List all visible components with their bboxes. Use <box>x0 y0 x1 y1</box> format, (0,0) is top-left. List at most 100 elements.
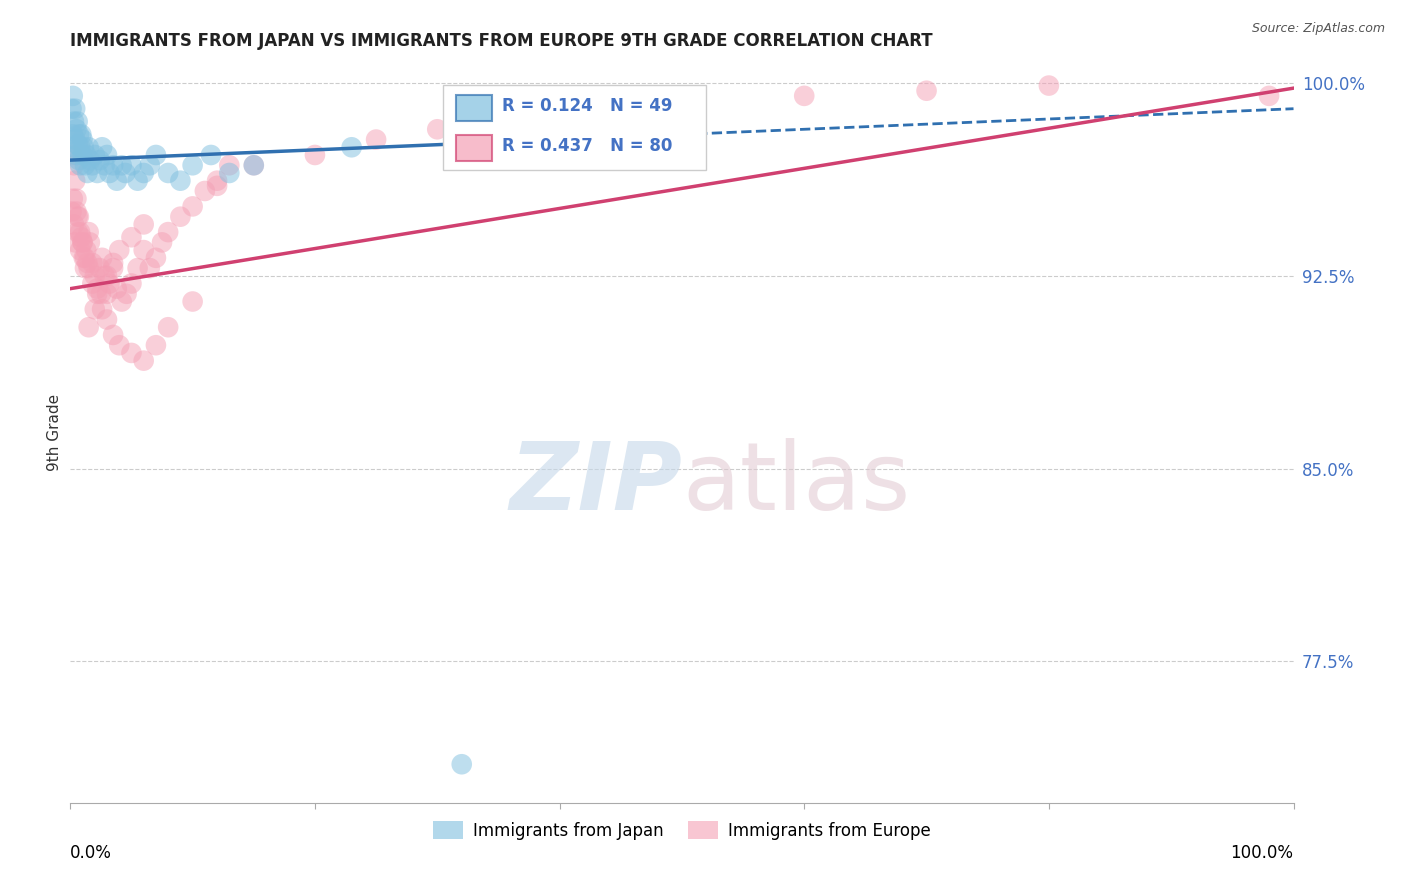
Point <box>96 148 118 162</box>
Point <box>73 140 96 154</box>
Point <box>111 294 134 309</box>
Point <box>86 166 108 180</box>
Point <box>65 122 87 136</box>
Point <box>205 174 228 188</box>
Point <box>70 230 93 244</box>
Point <box>243 158 266 172</box>
Point <box>101 158 124 172</box>
Point <box>89 261 111 276</box>
Point <box>169 210 191 224</box>
Text: Source: ZipAtlas.com: Source: ZipAtlas.com <box>1251 22 1385 36</box>
Point <box>450 757 472 772</box>
Point <box>72 235 94 250</box>
Point <box>63 235 86 250</box>
Point <box>77 320 100 334</box>
Y-axis label: 9th Grade: 9th Grade <box>46 394 62 471</box>
Point <box>145 251 167 265</box>
Point <box>157 320 180 334</box>
Point <box>72 132 94 146</box>
Point <box>157 225 180 239</box>
Point <box>91 140 114 154</box>
Point <box>218 158 240 172</box>
Point <box>89 153 111 168</box>
Point <box>121 158 143 172</box>
Point <box>115 286 138 301</box>
Point <box>63 158 86 172</box>
Point <box>101 327 124 342</box>
Point <box>76 256 98 270</box>
Point <box>150 235 173 250</box>
Point <box>218 166 240 180</box>
Point <box>62 128 84 142</box>
Point <box>98 277 121 291</box>
Point <box>93 268 115 283</box>
Point <box>91 302 114 317</box>
Point <box>488 112 510 126</box>
Point <box>66 210 89 224</box>
Point <box>340 140 363 154</box>
Text: 100.0%: 100.0% <box>1230 844 1294 862</box>
Point <box>63 174 86 188</box>
Bar <box>456 95 492 121</box>
Text: atlas: atlas <box>682 439 910 531</box>
Point <box>93 158 115 172</box>
Point <box>75 243 97 257</box>
Point <box>65 204 87 219</box>
Point <box>67 128 90 142</box>
Point <box>181 158 204 172</box>
Point <box>548 107 571 121</box>
Point <box>83 268 105 283</box>
Point <box>65 148 87 162</box>
Point <box>79 235 101 250</box>
Point <box>114 166 136 180</box>
Point <box>62 88 84 103</box>
Point <box>70 128 93 142</box>
Point <box>79 153 101 168</box>
Point <box>69 158 91 172</box>
Point <box>105 282 128 296</box>
Point <box>121 230 143 244</box>
Point <box>73 261 96 276</box>
Point <box>96 286 118 301</box>
Point <box>73 251 96 265</box>
Legend: Immigrants from Japan, Immigrants from Europe: Immigrants from Japan, Immigrants from E… <box>426 814 938 847</box>
Point <box>86 282 108 296</box>
Point <box>69 140 91 154</box>
Text: R = 0.437   N = 80: R = 0.437 N = 80 <box>502 137 672 155</box>
Point <box>69 225 91 239</box>
Point <box>77 140 100 154</box>
Point <box>139 158 162 172</box>
Bar <box>456 135 492 161</box>
Point <box>793 88 815 103</box>
Point <box>105 174 128 188</box>
Point <box>66 137 89 152</box>
Point <box>73 251 96 265</box>
Point <box>66 114 89 128</box>
Point <box>121 277 143 291</box>
Point <box>73 158 96 172</box>
Point <box>63 140 86 154</box>
Point <box>243 158 266 172</box>
Text: ZIP: ZIP <box>509 439 682 531</box>
Point <box>205 178 228 193</box>
Point <box>82 158 104 172</box>
Point <box>62 192 84 206</box>
Point <box>108 243 131 257</box>
Point <box>62 148 84 162</box>
Point <box>101 261 124 276</box>
Point <box>67 153 90 168</box>
Point <box>304 148 326 162</box>
Point <box>72 148 94 162</box>
Point <box>86 286 108 301</box>
Point <box>83 302 105 317</box>
Point <box>915 84 938 98</box>
Point <box>157 166 180 180</box>
Point <box>145 148 167 162</box>
Point <box>132 243 155 257</box>
Point <box>132 166 155 180</box>
Point <box>1038 78 1060 93</box>
Point <box>60 204 83 219</box>
Point <box>69 243 91 257</box>
Point <box>67 210 90 224</box>
Point <box>127 174 149 188</box>
